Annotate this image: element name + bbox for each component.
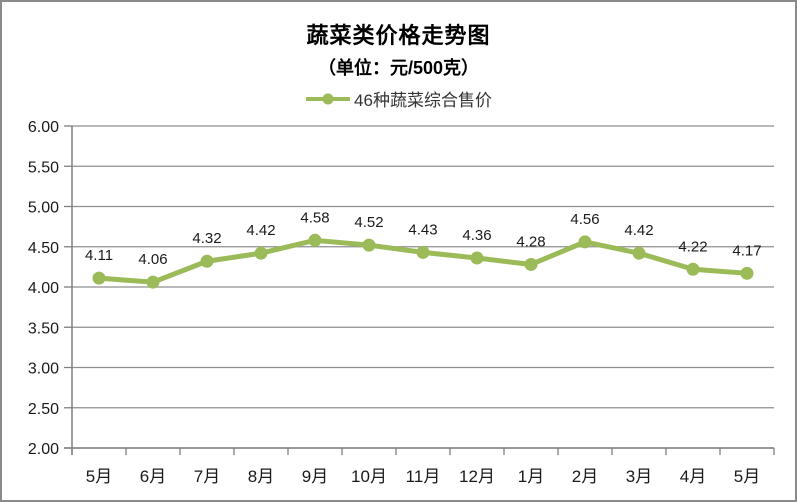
svg-text:5.00: 5.00: [28, 200, 59, 217]
svg-text:4.28: 4.28: [516, 233, 545, 250]
chart-title: 蔬菜类价格走势图: [306, 23, 491, 48]
svg-text:12月: 12月: [459, 467, 495, 486]
svg-text:4.36: 4.36: [462, 227, 491, 244]
svg-text:4.58: 4.58: [300, 209, 329, 226]
svg-text:4.11: 4.11: [85, 247, 113, 264]
svg-text:4.17: 4.17: [732, 242, 761, 259]
svg-text:4.43: 4.43: [408, 221, 437, 238]
svg-text:5.50: 5.50: [28, 159, 59, 176]
svg-text:3.50: 3.50: [28, 320, 59, 337]
svg-text:4.50: 4.50: [28, 240, 59, 257]
svg-text:1月: 1月: [518, 467, 544, 486]
legend-label: 46种蔬菜综合售价: [354, 91, 492, 110]
svg-text:4.56: 4.56: [570, 211, 599, 228]
svg-text:9月: 9月: [302, 467, 328, 486]
svg-text:4月: 4月: [680, 467, 706, 486]
chart-subtitle: （单位：元/500克）: [317, 58, 480, 78]
svg-text:4.32: 4.32: [192, 230, 221, 247]
svg-text:4.42: 4.42: [246, 222, 275, 239]
svg-text:2月: 2月: [572, 467, 598, 486]
svg-text:10月: 10月: [351, 467, 387, 486]
svg-text:6月: 6月: [140, 467, 166, 486]
svg-text:2.00: 2.00: [28, 441, 59, 458]
svg-text:11月: 11月: [406, 467, 441, 486]
svg-text:3.00: 3.00: [28, 361, 59, 378]
svg-text:8月: 8月: [248, 467, 274, 486]
svg-text:4.42: 4.42: [624, 222, 653, 239]
svg-text:7月: 7月: [194, 467, 220, 486]
svg-text:4.00: 4.00: [28, 280, 59, 297]
svg-text:5月: 5月: [734, 467, 760, 486]
legend-line-marker-icon: [305, 93, 351, 105]
svg-text:4.06: 4.06: [138, 251, 167, 268]
svg-text:6.00: 6.00: [28, 119, 59, 136]
svg-text:4.52: 4.52: [354, 214, 383, 231]
svg-text:3月: 3月: [626, 467, 652, 486]
svg-text:5月: 5月: [86, 467, 112, 486]
svg-text:2.50: 2.50: [28, 401, 59, 418]
svg-text:4.22: 4.22: [678, 238, 707, 255]
legend: 46种蔬菜综合售价: [2, 86, 795, 111]
